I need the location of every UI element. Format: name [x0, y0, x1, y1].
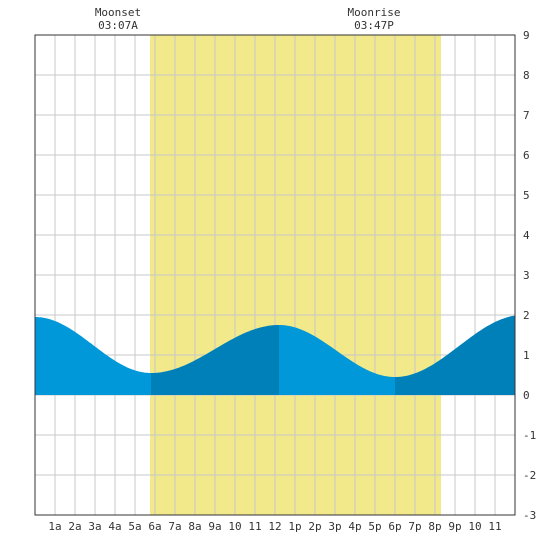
x-tick-label: 1p — [288, 520, 301, 533]
x-tick-label: 10 — [468, 520, 481, 533]
x-tick-label: 7a — [168, 520, 181, 533]
y-tick-label: 2 — [523, 309, 530, 322]
moonset-label: Moonset 03:07A — [78, 6, 158, 32]
x-tick-label: 2a — [68, 520, 81, 533]
y-tick-label: 7 — [523, 109, 530, 122]
y-tick-label: 4 — [523, 229, 530, 242]
falling-tide-area — [279, 325, 395, 395]
x-tick-label: 8a — [188, 520, 201, 533]
y-tick-label: -1 — [523, 429, 536, 442]
x-tick-labels: 1a 2a 3a 4a 5a 6a 7a 8a 9a 10 11 12 1p 2p 3p 4p 5p 6p 7p 8p… — [48, 520, 501, 533]
y-tick-label: 8 — [523, 69, 530, 82]
x-tick-label: 7p — [408, 520, 421, 533]
y-tick-label: 9 — [523, 29, 530, 42]
moonset-time: 03:07A — [98, 19, 138, 32]
moonrise-time: 03:47P — [354, 19, 394, 32]
x-tick-label: 11 — [488, 520, 501, 533]
x-tick-label: 6a — [148, 520, 161, 533]
x-tick-label: 9p — [448, 520, 461, 533]
moonrise-title: Moonrise — [347, 6, 401, 19]
tide-area-layer — [35, 315, 515, 395]
x-tick-label: 12 — [268, 520, 281, 533]
plot-frame-layer — [34, 34, 516, 516]
x-tick-label: 1a — [48, 520, 61, 533]
y-tick-labels: 9 8 7 6 5 4 3 2 1 0 -1 -2 -3 — [523, 29, 536, 522]
x-tick-label: 5p — [368, 520, 381, 533]
y-tick-label: -3 — [523, 509, 536, 522]
rising-tide-area — [395, 315, 515, 395]
y-tick-label: 5 — [523, 189, 530, 202]
x-tick-label: 9a — [208, 520, 221, 533]
x-tick-label: 10 — [228, 520, 241, 533]
x-tick-label: 3p — [328, 520, 341, 533]
y-tick-label: -2 — [523, 469, 536, 482]
x-tick-label: 4a — [108, 520, 121, 533]
moonset-title: Moonset — [94, 6, 142, 19]
x-tick-label: 4p — [348, 520, 361, 533]
x-tick-label: 3a — [88, 520, 101, 533]
y-tick-label: 6 — [523, 149, 530, 162]
grid-layer — [35, 35, 515, 515]
y-tick-label: 1 — [523, 349, 530, 362]
plot-frame — [34, 34, 516, 516]
x-tick-label: 6p — [388, 520, 401, 533]
x-tick-label: 5a — [128, 520, 141, 533]
rising-tide-area — [151, 325, 279, 395]
x-tick-label: 11 — [248, 520, 261, 533]
falling-tide-area — [35, 317, 151, 395]
moonrise-label: Moonrise 03:47P — [334, 6, 414, 32]
x-tick-label: 2p — [308, 520, 321, 533]
y-tick-label: 3 — [523, 269, 530, 282]
y-tick-label: 0 — [523, 389, 530, 402]
x-tick-label: 8p — [428, 520, 441, 533]
